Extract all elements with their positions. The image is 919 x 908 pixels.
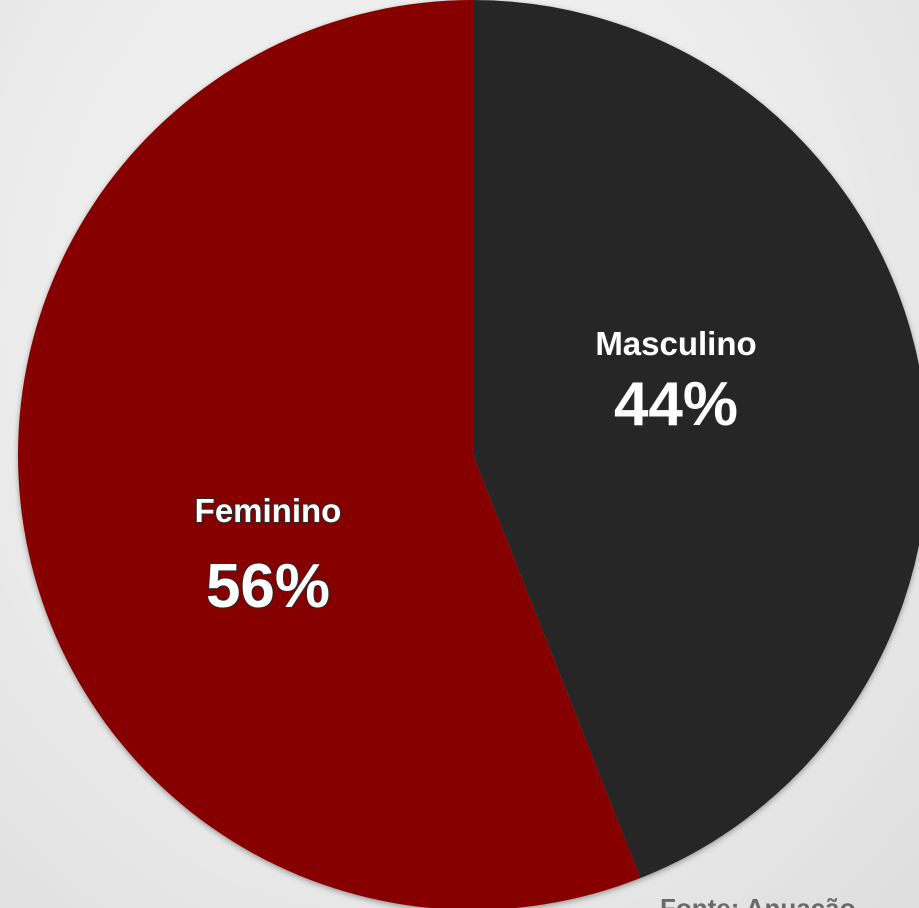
pie-slice-masculino <box>473 0 919 879</box>
slice-label-masculino: Masculino <box>595 325 756 362</box>
slice-value-masculino: 44% <box>614 370 738 439</box>
slice-value-feminino: 56% <box>206 552 330 621</box>
slice-label-feminino: Feminino <box>195 492 342 529</box>
pie-slice-feminino <box>18 0 641 908</box>
source-note: Fonte: Anuação <box>660 893 856 908</box>
